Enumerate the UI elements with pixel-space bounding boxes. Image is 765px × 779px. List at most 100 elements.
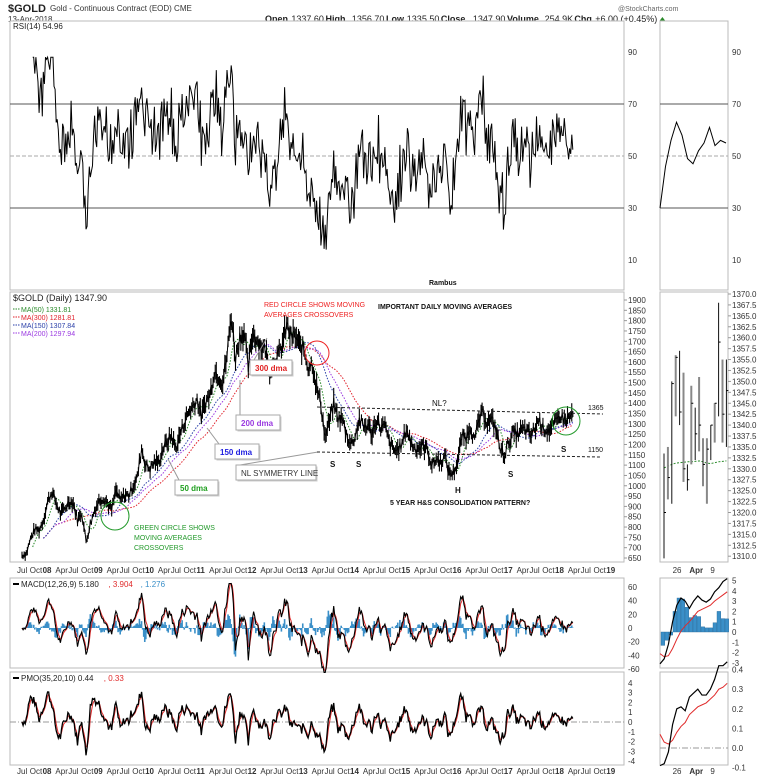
mini-macd-tick-label: 3 bbox=[732, 597, 737, 606]
mini-macd-hist-bar bbox=[692, 615, 697, 633]
pmo-tick-label: 3 bbox=[628, 689, 633, 698]
rsi-title: RSI(14) 54.96 bbox=[13, 22, 63, 31]
price-tick-label: 1100 bbox=[628, 461, 646, 470]
instrument-name: Gold - Continuous Contract (EOD) CME bbox=[50, 4, 192, 13]
time-axis-label: 19 bbox=[606, 767, 615, 776]
mini-price-tick-label: 1337.5 bbox=[732, 432, 757, 441]
symbol: $GOLD bbox=[8, 3, 46, 15]
callout-300dma-box bbox=[249, 359, 293, 376]
time-axis-label: Oct bbox=[337, 566, 350, 575]
shoulder-label: S bbox=[356, 460, 362, 469]
pmo-panel-mini-frame bbox=[659, 671, 729, 766]
mini-macd-hist-bar bbox=[664, 631, 669, 641]
mini-pmo-tick-label: 0.0 bbox=[732, 744, 744, 753]
macd-tick-label: 40 bbox=[628, 597, 637, 606]
time-axis-label: Oct bbox=[30, 566, 43, 575]
mini-pmo-line bbox=[659, 661, 728, 767]
price-panel-mini-frame bbox=[659, 291, 729, 563]
annotation-pattern: 5 YEAR H&S CONSOLIDATION PATTERN? bbox=[390, 500, 530, 507]
time-axis-label: Jul bbox=[427, 566, 437, 575]
annotation-green-circle-3: CROSSOVERS bbox=[134, 545, 184, 552]
time-axis-label: Apr bbox=[363, 566, 376, 575]
pmo-tick-label: -3 bbox=[628, 747, 636, 756]
rsi-tick-label: 10 bbox=[628, 256, 637, 265]
time-axis-label: Apr bbox=[465, 767, 478, 776]
price-tick-label: 800 bbox=[628, 523, 642, 532]
mini-macd-line bbox=[659, 578, 728, 665]
time-axis-label: Jul bbox=[581, 767, 591, 776]
annotation-nl: NL? bbox=[432, 399, 447, 408]
neckline-lower bbox=[316, 451, 601, 458]
mini-macd-tick-label: 4 bbox=[732, 587, 737, 596]
neckline-upper bbox=[316, 406, 604, 415]
mini-price-tick-label: 1360.0 bbox=[732, 334, 757, 343]
price-tick-label: 1300 bbox=[628, 420, 646, 429]
mini-price-tick-label: 1322.5 bbox=[732, 498, 757, 507]
macd-line bbox=[21, 582, 574, 674]
level-1150: 1150 bbox=[588, 447, 603, 454]
time-axis-label: Apr bbox=[107, 767, 120, 776]
mini-time-axis-label: 26 bbox=[673, 566, 682, 575]
mini-pmo-tick-label: 0.2 bbox=[732, 705, 744, 714]
time-axis-label: 09 bbox=[94, 767, 103, 776]
callout-150dma-pointer bbox=[206, 427, 220, 445]
time-axis-label: 14 bbox=[350, 767, 359, 776]
price-tick-label: 1750 bbox=[628, 327, 646, 336]
header-low-label: Low bbox=[386, 14, 405, 24]
rsi-tick-label: 70 bbox=[628, 100, 637, 109]
mini-price-tick-label: 1335.0 bbox=[732, 443, 757, 452]
callout-150dma-label: 150 dma bbox=[220, 448, 253, 457]
time-axis-label: Oct bbox=[184, 767, 197, 776]
mini-rsi-tick-label: 50 bbox=[732, 152, 741, 161]
price-tick-label: 850 bbox=[628, 513, 642, 522]
header-volume-label: Volume bbox=[507, 14, 539, 24]
mini-pmo-tick-label: 0.4 bbox=[732, 666, 744, 675]
time-axis-label: Apr bbox=[568, 767, 581, 776]
pmo-tick-label: -1 bbox=[628, 728, 636, 737]
price-tick-label: 1200 bbox=[628, 440, 646, 449]
time-axis-label: Jul bbox=[68, 566, 78, 575]
macd-tick-label: -60 bbox=[628, 665, 640, 674]
time-axis-label: 18 bbox=[555, 566, 564, 575]
time-axis-label: Apr bbox=[107, 566, 120, 575]
time-axis-label: Apr bbox=[312, 566, 325, 575]
annotation-red-circle-1: RED CIRCLE SHOWS MOVING bbox=[264, 302, 365, 309]
rsi-panel: 90 90 70 70 50 50 30 30 10 10 RSI(14) 54.96 Rambus bbox=[10, 22, 741, 287]
mini-time-axis-label: 9 bbox=[710, 566, 715, 575]
mini-price-tick-label: 1320.0 bbox=[732, 509, 757, 518]
time-axis-label: Jul bbox=[581, 566, 591, 575]
time-axis-label: 16 bbox=[453, 767, 462, 776]
header-chg-label: Chg bbox=[574, 14, 592, 24]
time-axis-label: Oct bbox=[593, 566, 606, 575]
time-axis-label: Apr bbox=[517, 767, 530, 776]
callout-50dma-box bbox=[174, 479, 219, 496]
level-1365: 1365 bbox=[588, 405, 604, 412]
time-axis-label: Jul bbox=[273, 566, 283, 575]
price-line bbox=[21, 321, 574, 559]
pmo-panel-frame bbox=[9, 671, 625, 766]
price-tick-label: 1250 bbox=[628, 430, 646, 439]
time-axis-label: 12 bbox=[248, 566, 257, 575]
mini-price-tick-label: 1365.0 bbox=[732, 312, 757, 321]
ma150-line bbox=[42, 341, 574, 539]
mini-macd-tick-label: 0 bbox=[732, 628, 737, 637]
time-axis-label: Jul bbox=[119, 767, 129, 776]
time-axis-label: Apr bbox=[158, 767, 171, 776]
time-axis-label: Oct bbox=[286, 566, 299, 575]
time-axis-label: Oct bbox=[542, 767, 555, 776]
green-crossover-circle-2018 bbox=[551, 406, 581, 436]
pmo-tick-label: 0 bbox=[628, 718, 633, 727]
mini-macd-hist-bar bbox=[676, 597, 681, 633]
ma50-line bbox=[32, 330, 573, 548]
mini-price-tick-label: 1367.5 bbox=[732, 301, 757, 310]
price-tick-label: 1550 bbox=[628, 368, 646, 377]
mini-macd-hist-bar bbox=[688, 617, 693, 633]
time-axis-label: 08 bbox=[43, 566, 52, 575]
mini-macd-hist-bar bbox=[708, 627, 713, 633]
legend-item: MA(200) 1297.94 bbox=[21, 331, 75, 338]
mini-macd-tick-label: 2 bbox=[732, 607, 737, 616]
rsi-tick-label: 30 bbox=[628, 204, 637, 213]
time-axis-label: 12 bbox=[248, 767, 257, 776]
header-close: 1347.90 bbox=[473, 14, 506, 24]
